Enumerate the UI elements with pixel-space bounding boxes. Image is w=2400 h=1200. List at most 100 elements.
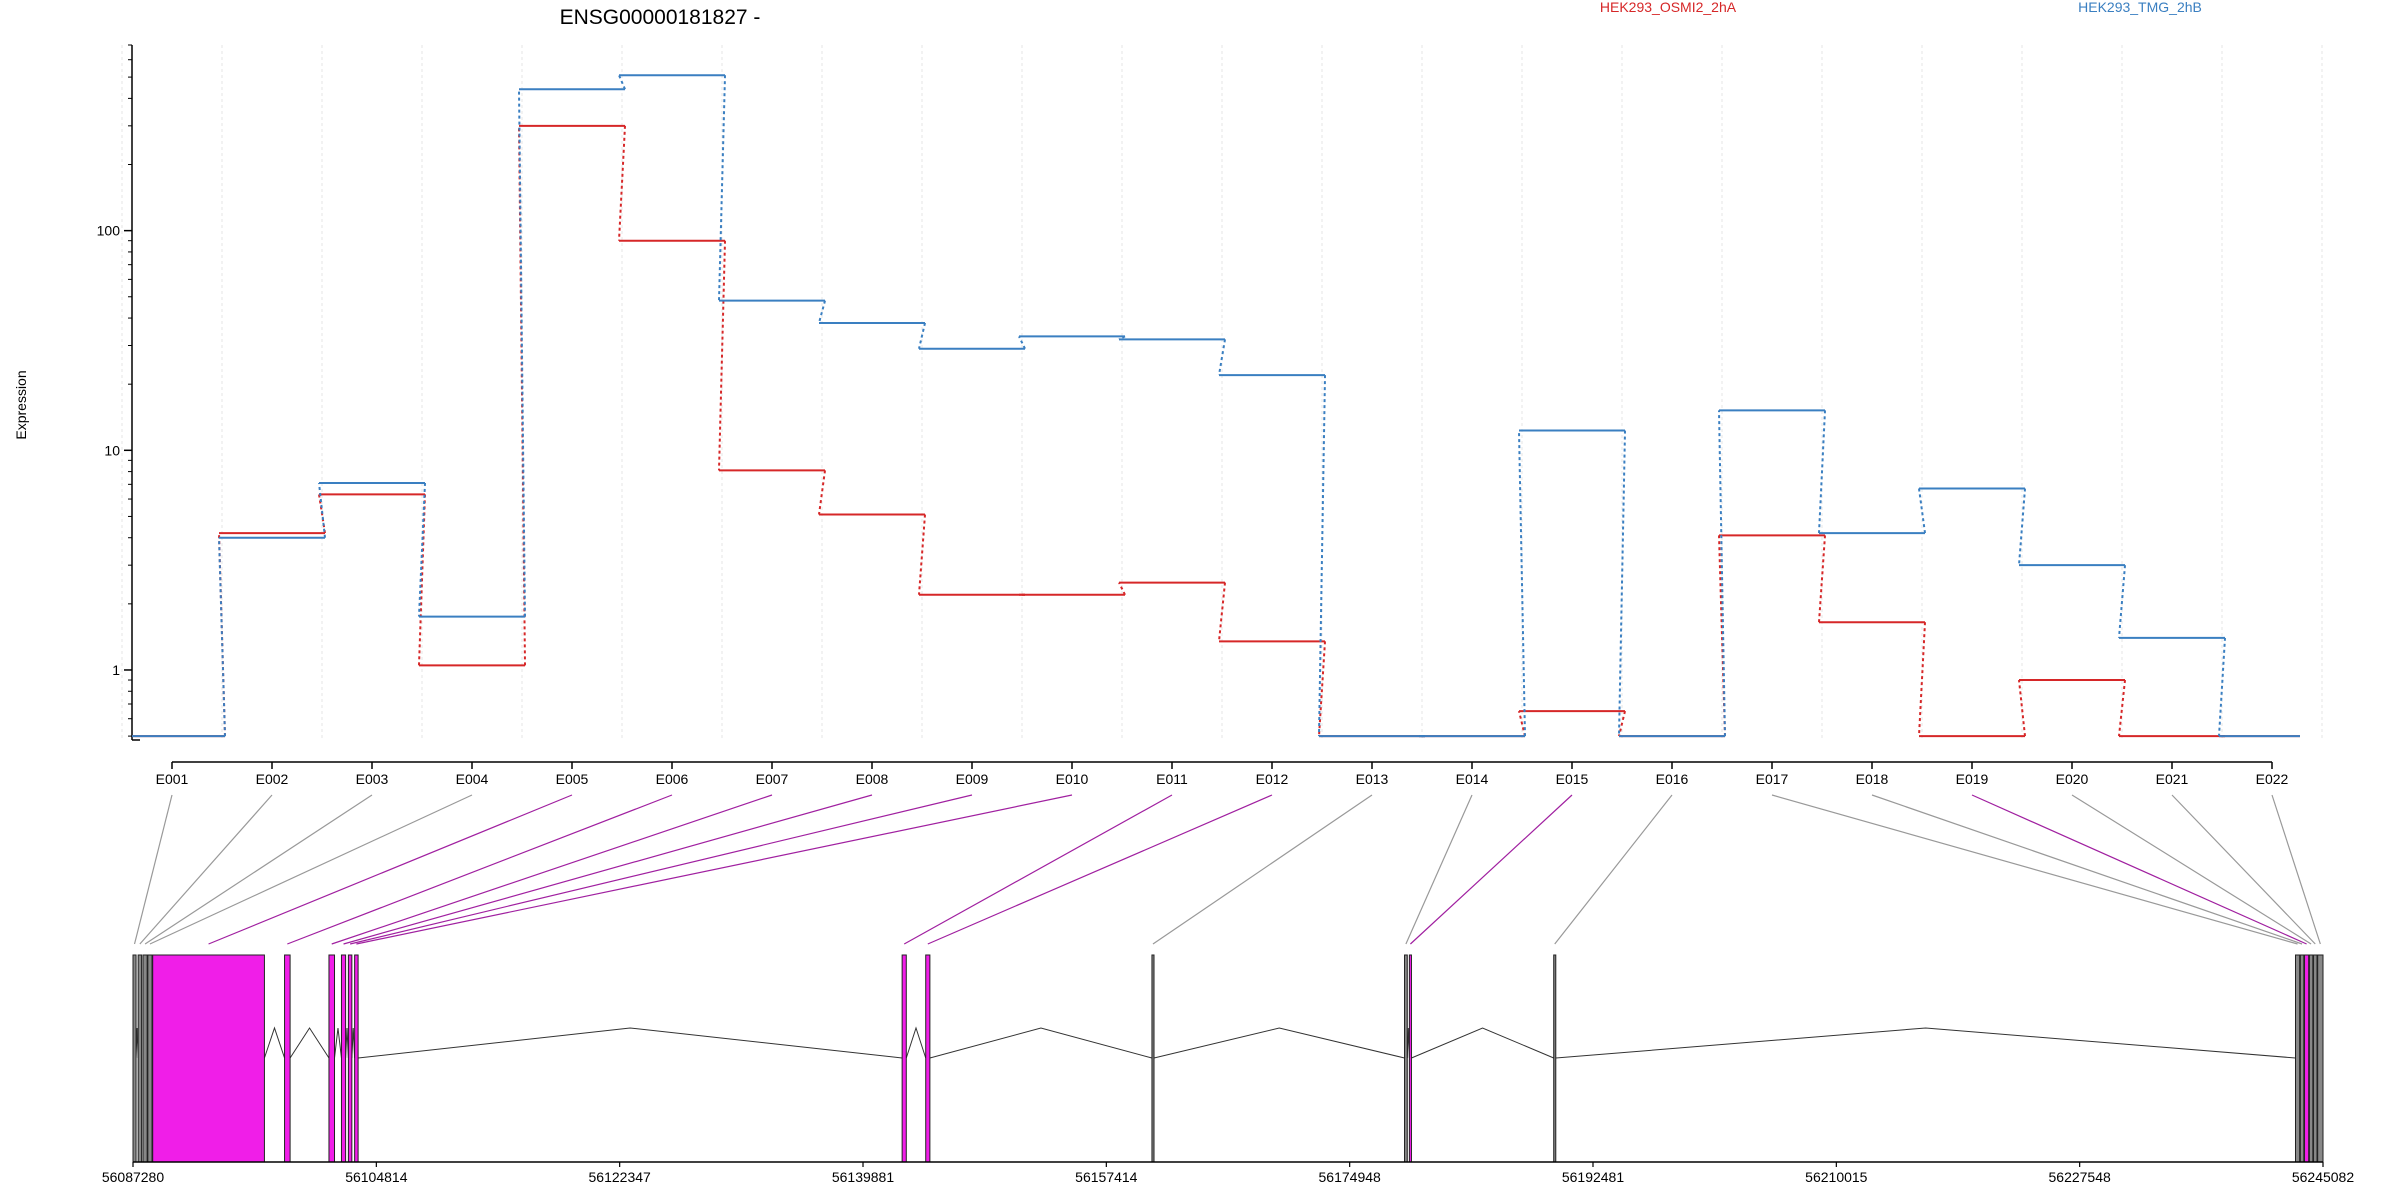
series-connector [918, 322, 926, 349]
exon-box [142, 954, 148, 1163]
series-connector [1818, 410, 1826, 534]
x-tick-label: E006 [656, 771, 689, 787]
intron [358, 1027, 903, 1059]
exon-box [2313, 954, 2318, 1163]
series-connector [1618, 710, 1626, 737]
x-tick-label: E009 [956, 771, 989, 787]
exon-box [147, 954, 153, 1163]
legend-entry-tmg: HEK293_TMG_2hB [2078, 0, 2202, 15]
exon-box [1151, 954, 1155, 1163]
x-tick-label: E012 [1256, 771, 1289, 787]
exon-link [287, 794, 673, 945]
series-connector [1318, 375, 1326, 737]
exon-box [152, 954, 265, 1163]
exon-link [1971, 794, 2307, 945]
series-connector [1018, 335, 1026, 350]
genomic-tick-label: 56245082 [2292, 1169, 2355, 1185]
y-tick-label: 10 [104, 442, 120, 458]
genomic-tick-label: 56104814 [345, 1169, 408, 1185]
exon-link [1554, 794, 1673, 945]
series-connector [818, 470, 826, 515]
exon-box [901, 954, 907, 1163]
series-osmi [132, 124, 2300, 738]
exon-link [2271, 794, 2321, 945]
series-connector [2218, 637, 2226, 737]
exon-box [2308, 954, 2314, 1163]
genomic-coordinate-axis: 56087280 56104814 56122347 56139881 56157414… [102, 1161, 2355, 1185]
series-connector [718, 75, 726, 301]
series-connector [1618, 430, 1626, 737]
gene-model [132, 954, 2324, 1163]
x-tick-label: E007 [756, 771, 789, 787]
exon-box [347, 954, 353, 1163]
exon-link [133, 794, 173, 945]
exon-box [354, 954, 359, 1163]
y-tick-label: 100 [97, 223, 121, 239]
exon-box [925, 954, 931, 1163]
series-connector [1218, 582, 1226, 642]
exon-link [349, 794, 973, 945]
exon-box [2299, 954, 2305, 1163]
series-connector [2118, 565, 2126, 638]
exon-connector-lines [133, 794, 2321, 945]
genomic-tick-label: 56210015 [1805, 1169, 1868, 1185]
series-connector [418, 494, 426, 666]
x-tick-label: E019 [1956, 771, 1989, 787]
intron [334, 1027, 342, 1059]
y-axis-label: Expression [13, 370, 29, 439]
exon-box [328, 954, 336, 1163]
intron [263, 1026, 286, 1059]
exon-box [1404, 954, 1408, 1163]
exon-link [2171, 794, 2316, 945]
series-connector [2018, 488, 2026, 566]
exon-box [2317, 954, 2324, 1163]
x-tick-label: E011 [1156, 771, 1188, 787]
legend-entry-osmi: HEK293_OSMI2_2hA [1600, 0, 1737, 15]
series-connector [818, 300, 826, 324]
exon-link [1405, 794, 1473, 945]
series-tmg [132, 74, 2300, 738]
intron [1153, 1027, 1405, 1059]
exon-link [2071, 794, 2312, 945]
exon-link [1410, 794, 1573, 945]
series-connector [418, 482, 426, 617]
exon-link [139, 794, 273, 945]
vertical-gridlines [121, 45, 2323, 740]
exon-box [2304, 954, 2310, 1163]
exon-box [340, 954, 347, 1163]
exon-link [343, 794, 873, 945]
intron [905, 1026, 927, 1059]
series-connector [1118, 582, 1126, 596]
exon-link [1771, 794, 2298, 945]
exon-link [1152, 794, 1373, 945]
series-connector [618, 74, 626, 90]
exon-box [2294, 954, 2301, 1163]
chart-title: ENSG00000181827 - [560, 6, 761, 29]
genomic-tick-label: 56227548 [2049, 1169, 2112, 1185]
x-tick-label: E003 [356, 771, 389, 787]
exon-link [903, 794, 1173, 945]
exon-link [927, 794, 1273, 945]
exon-link [356, 794, 1073, 945]
x-tick-label: E020 [2056, 771, 2089, 787]
intron [1411, 1027, 1554, 1059]
genomic-tick-label: 56157414 [1075, 1169, 1138, 1185]
x-tick-label: E013 [1356, 771, 1389, 787]
x-tick-label: E014 [1456, 771, 1489, 787]
exon-box [1408, 954, 1412, 1163]
series-connector [1918, 622, 1926, 737]
genomic-tick-label: 56087280 [102, 1169, 165, 1185]
x-tick-label: E021 [2156, 771, 2189, 787]
genomic-tick-label: 56174948 [1319, 1169, 1382, 1185]
x-tick-label: E008 [856, 771, 889, 787]
exon-box [137, 954, 143, 1163]
exon-box [284, 954, 291, 1163]
intron [289, 1027, 330, 1059]
intron [929, 1027, 1153, 1059]
x-tick-label: E001 [156, 771, 189, 787]
x-tick-label: E005 [556, 771, 589, 787]
exon-link [331, 794, 773, 945]
series-connector [1718, 410, 1726, 737]
x-tick-label: E016 [1656, 771, 1689, 787]
